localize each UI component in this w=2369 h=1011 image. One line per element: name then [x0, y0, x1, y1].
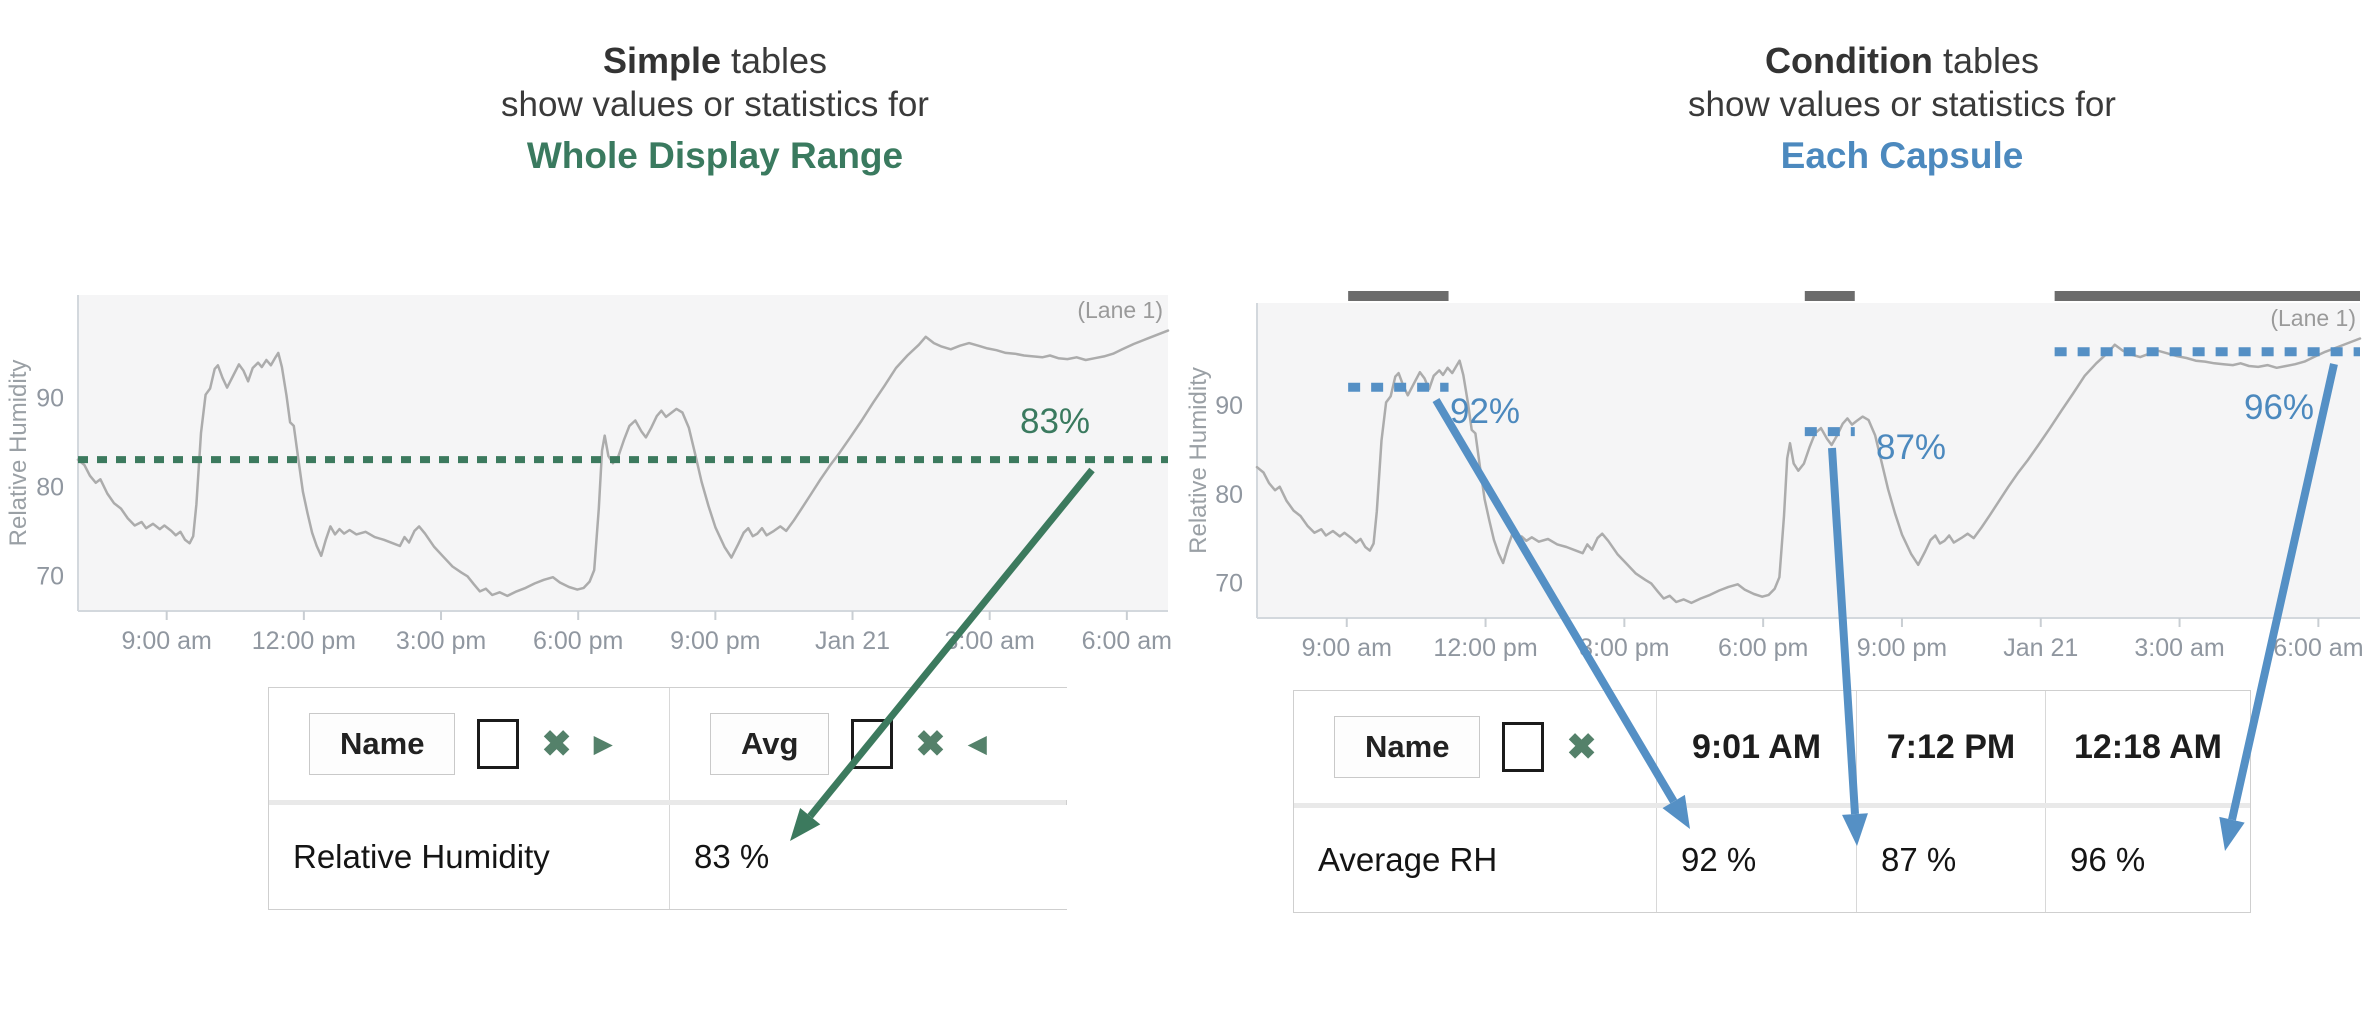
- capsule-value-cell-1: 92 %: [1657, 808, 1857, 912]
- each-capsule-label: Each Capsule: [1780, 135, 2024, 176]
- title-tail: tables: [1932, 40, 2040, 81]
- signal-name-cell: Average RH: [1294, 808, 1657, 912]
- avg-header-cell: Avg ✖ ◀: [670, 688, 1067, 800]
- plot-area: [78, 295, 1168, 611]
- x-tick-label: 6:00 pm: [533, 627, 623, 655]
- x-tick-label: 3:00 pm: [1579, 634, 1669, 662]
- avg-value-cell: 83 %: [670, 805, 1067, 909]
- condition-table-data-row: Average RH 92 % 87 % 96 %: [1294, 803, 2250, 912]
- x-tick-label: 9:00 pm: [1857, 634, 1947, 662]
- name-column-button[interactable]: Name: [1334, 716, 1481, 778]
- capsule-average-value-label: 87%: [1876, 428, 1946, 467]
- humidity-series-line: [1255, 337, 2362, 605]
- signal-name-cell: Relative Humidity: [269, 805, 670, 909]
- plot-area: [1257, 303, 2360, 618]
- remove-column-icon[interactable]: ✖: [1566, 726, 1597, 767]
- whole-display-range-label: Whole Display Range: [526, 135, 904, 176]
- x-tick-label: 9:00 am: [122, 627, 212, 655]
- name-column-checkbox[interactable]: [1502, 722, 1545, 772]
- name-header-cell: Name ✖ ▶: [269, 688, 670, 800]
- move-column-right-icon[interactable]: ▶: [593, 729, 613, 758]
- simple-tables-heading: Simple tables show values or statistics …: [165, 38, 1265, 177]
- x-tick-label: 6:00 pm: [1718, 634, 1808, 662]
- capsule-bar: [2054, 291, 2360, 301]
- condition-tables-heading: Condition tables show values or statisti…: [1352, 38, 2369, 177]
- y-axis-title: Relative Humidity: [1185, 367, 1212, 554]
- condition-tables-title: Condition tables: [1352, 38, 2369, 83]
- x-tick-label: 12:00 pm: [1433, 634, 1537, 662]
- lane-label: (Lane 1): [1077, 297, 1163, 323]
- y-tick-label: 80: [36, 473, 64, 501]
- y-tick-label: 70: [36, 562, 64, 590]
- simple-tables-title: Simple tables: [165, 38, 1265, 83]
- simple-tables-subtitle: show values or statistics for: [501, 85, 929, 124]
- title-bold: Simple: [602, 40, 721, 81]
- simple-table: Name ✖ ▶ Avg ✖ ◀ Relative Humidity 83 %: [268, 687, 1067, 910]
- x-tick-label: 6:00 am: [1082, 627, 1172, 655]
- lane-label: (Lane 1): [2270, 305, 2356, 331]
- capsule-start-header-2: 7:12 PM: [1857, 691, 2046, 803]
- avg-column-button[interactable]: Avg: [710, 713, 830, 775]
- capsule-bar: [1348, 291, 1449, 301]
- name-column-checkbox[interactable]: [477, 719, 520, 769]
- condition-tables-subtitle: show values or statistics for: [1688, 85, 2116, 124]
- x-tick-label: 3:00 pm: [396, 627, 486, 655]
- capsule-start-header-1: 9:01 AM: [1657, 691, 1857, 803]
- avg-column-checkbox[interactable]: [851, 719, 894, 769]
- x-tick-label: 6:00 am: [2273, 634, 2363, 662]
- name-column-button[interactable]: Name: [309, 713, 456, 775]
- title-tail: tables: [720, 40, 828, 81]
- move-column-left-icon[interactable]: ◀: [967, 729, 987, 758]
- condition-table: Name ✖ 9:01 AM 7:12 PM 12:18 AM Average …: [1293, 690, 2251, 913]
- capsule-average-value-label: 96%: [2244, 388, 2314, 427]
- y-tick-label: 80: [1215, 481, 1243, 509]
- condition-table-header-row: Name ✖ 9:01 AM 7:12 PM 12:18 AM: [1294, 691, 2250, 803]
- name-header-cell: Name ✖: [1294, 691, 1657, 803]
- remove-column-icon[interactable]: ✖: [915, 723, 946, 764]
- x-tick-label: Jan 21: [2003, 634, 2078, 662]
- capsule-average-value-label: 92%: [1450, 392, 1520, 431]
- simple-table-data-row: Relative Humidity 83 %: [269, 800, 1067, 909]
- y-axis-title: Relative Humidity: [5, 360, 32, 547]
- y-tick-label: 90: [36, 384, 64, 412]
- capsule-bar: [1804, 291, 1855, 301]
- x-tick-label: 3:00 am: [2134, 634, 2224, 662]
- x-tick-label: 9:00 am: [1302, 634, 1392, 662]
- average-value-label: 83%: [1020, 402, 1090, 441]
- x-tick-label: Jan 21: [815, 627, 890, 655]
- humidity-series-line: [76, 329, 1170, 598]
- simple-table-header-row: Name ✖ ▶ Avg ✖ ◀: [269, 688, 1067, 800]
- capsule-start-header-3: 12:18 AM: [2046, 691, 2250, 803]
- capsule-value-cell-2: 87 %: [1857, 808, 2046, 912]
- y-tick-label: 70: [1215, 570, 1243, 598]
- y-tick-label: 90: [1215, 392, 1243, 420]
- x-tick-label: 9:00 pm: [670, 627, 760, 655]
- x-tick-label: 12:00 pm: [252, 627, 356, 655]
- x-tick-label: 3:00 am: [945, 627, 1035, 655]
- title-bold: Condition: [1764, 40, 1933, 81]
- remove-column-icon[interactable]: ✖: [541, 723, 572, 764]
- capsule-value-cell-3: 96 %: [2046, 808, 2250, 912]
